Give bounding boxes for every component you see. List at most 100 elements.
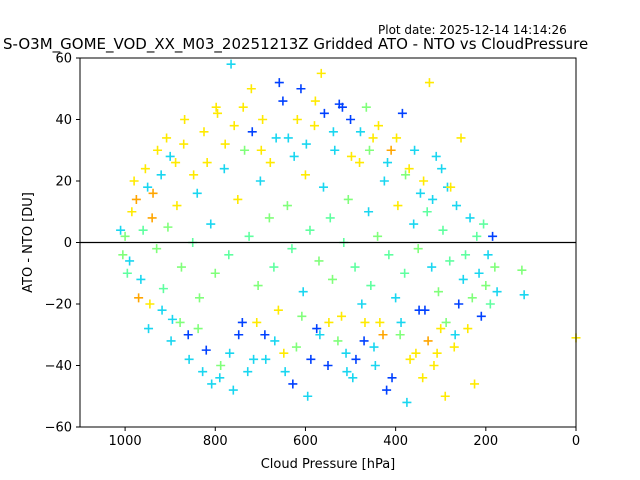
scatter-point	[414, 305, 424, 315]
scatter-point	[224, 250, 234, 260]
scatter-point	[131, 194, 141, 204]
scatter-point	[228, 385, 238, 395]
scatter-point	[312, 324, 322, 334]
scatter-point	[323, 361, 333, 370]
scatter-point	[476, 311, 486, 321]
scatter-point	[445, 256, 455, 266]
scatter-point	[370, 361, 380, 370]
scatter-point	[479, 219, 489, 229]
scatter-point	[391, 293, 401, 303]
scatter-point	[296, 84, 306, 94]
scatter-point	[261, 354, 271, 364]
scatter-point	[193, 324, 203, 334]
scatter-point	[172, 201, 182, 211]
scatter-point	[427, 262, 437, 272]
scatter-point	[167, 314, 177, 324]
scatter-point	[282, 201, 292, 211]
scatter-point	[419, 176, 429, 186]
scatter-point	[319, 108, 329, 118]
scatter-point	[316, 68, 326, 78]
scatter-point	[346, 115, 356, 124]
scatter-point	[158, 284, 168, 294]
scatter-point	[202, 158, 212, 168]
scatter-point	[283, 133, 293, 143]
scatter-point	[234, 330, 244, 340]
scatter-point	[436, 324, 446, 334]
scatter-point	[396, 317, 406, 327]
scatter-point	[366, 281, 376, 291]
scatter-point	[291, 342, 301, 352]
scatter-point	[122, 268, 132, 278]
scatter-point	[297, 311, 307, 321]
scatter-point	[216, 361, 226, 370]
scatter-point	[279, 348, 289, 358]
scatter-point	[153, 145, 163, 155]
y-tick-label: 60	[55, 52, 72, 67]
scatter-point	[211, 102, 221, 112]
scatter-point	[355, 158, 365, 168]
scatter-point	[413, 244, 423, 254]
scatter-point	[348, 373, 358, 383]
x-tick-label: 600	[293, 434, 318, 449]
scatter-point	[303, 391, 313, 401]
scatter-point	[315, 330, 325, 340]
scatter-point	[240, 145, 250, 155]
scatter-point	[395, 330, 405, 340]
scatter-point	[404, 164, 414, 174]
scatter-point	[143, 182, 153, 192]
x-tick-label: 800	[203, 434, 228, 449]
scatter-point	[179, 139, 189, 149]
scatter-point	[194, 293, 204, 303]
scatter-point	[463, 324, 473, 334]
y-tick-label: 40	[55, 113, 72, 128]
scatter-point	[120, 231, 130, 241]
scatter-point	[429, 361, 439, 370]
scatter-point	[215, 373, 225, 383]
scatter-point	[452, 201, 462, 211]
scatter-point	[136, 274, 146, 284]
scatter-point	[405, 354, 415, 364]
scatter-point	[373, 231, 383, 241]
scatter-point	[422, 207, 432, 217]
scatter-point	[481, 281, 491, 291]
y-tick-label: −40	[45, 359, 72, 374]
scatter-point	[465, 213, 475, 223]
scatter-point	[144, 324, 154, 334]
scatter-point	[265, 158, 275, 168]
plot-date: Plot date: 2025-12-14 14:14:26	[378, 23, 567, 37]
scatter-point	[386, 145, 396, 155]
scatter-point	[189, 170, 199, 180]
scatter-point	[175, 317, 185, 327]
scatter-point	[402, 397, 412, 407]
scatter-point	[387, 373, 397, 383]
scatter-point	[441, 317, 451, 327]
axis-ticks: 1000 800 600 400 200 0 −60 −40 −20 0 20 40 60	[45, 52, 581, 450]
scatter-point	[400, 268, 410, 278]
scatter-point	[156, 170, 166, 180]
scatter-point	[341, 348, 351, 358]
scatter-point	[333, 336, 343, 346]
scatter-point	[472, 231, 482, 241]
scatter-point	[392, 133, 402, 143]
scatter-point	[490, 262, 500, 272]
scatter-point	[152, 244, 162, 254]
scatter-point	[183, 330, 193, 340]
scatter-point	[492, 287, 502, 297]
scatter-point	[213, 108, 223, 118]
scatter-point	[467, 293, 477, 303]
scatter-point	[233, 194, 243, 204]
x-tick-label: 0	[572, 434, 580, 449]
scatter-point	[116, 225, 126, 235]
x-axis-label: Cloud Pressure [hPa]	[261, 457, 396, 472]
scatter-point	[431, 151, 441, 161]
scatter-point	[292, 115, 302, 124]
scatter-point	[324, 317, 334, 327]
scatter-point	[450, 330, 460, 340]
y-axis-label: ATO - NTO [DU]	[21, 192, 36, 293]
scatter-point	[305, 225, 315, 235]
scatter-point	[485, 299, 495, 309]
scatter-point	[157, 305, 167, 315]
scatter-point	[330, 145, 340, 155]
scatter-point	[359, 336, 369, 346]
